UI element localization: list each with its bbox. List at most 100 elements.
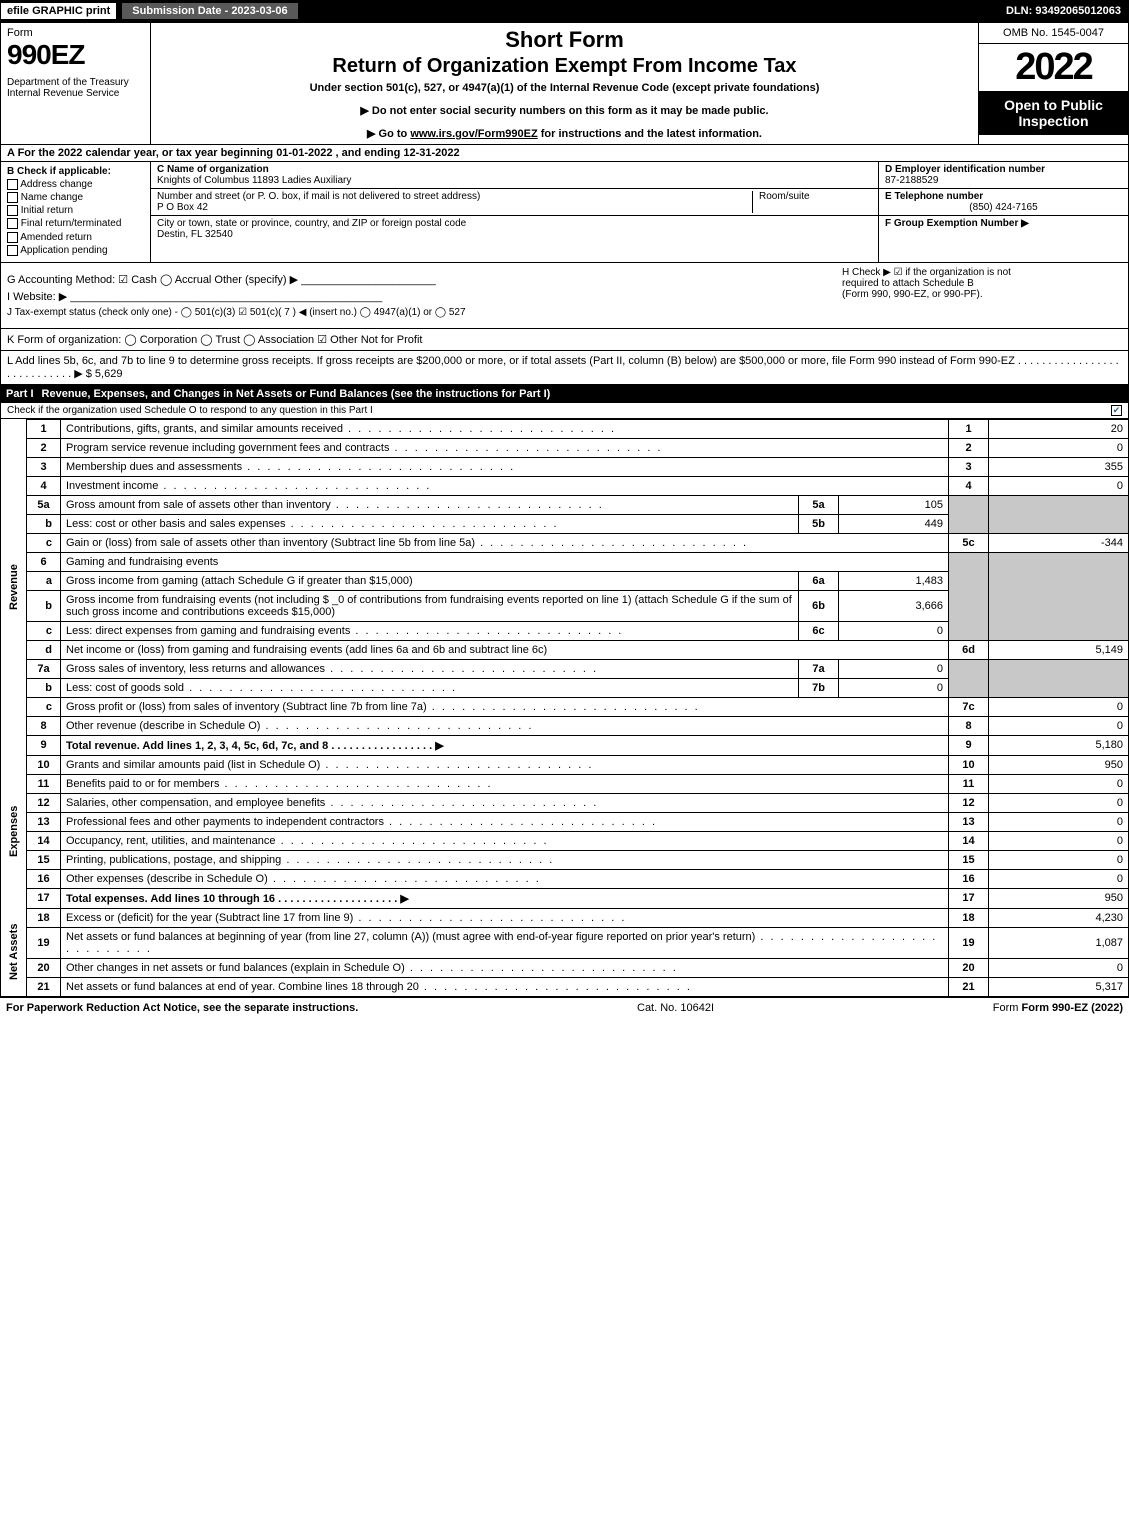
line-j: J Tax-exempt status (check only one) - ◯…: [7, 307, 1122, 318]
l21-num: 21: [27, 977, 61, 996]
cell-address: Number and street (or P. O. box, if mail…: [151, 189, 878, 216]
chk-application-pending[interactable]: Application pending: [7, 245, 144, 256]
row-7c: c Gross profit or (loss) from sales of i…: [1, 697, 1129, 716]
l6a-num: a: [27, 571, 61, 590]
l10-val: 950: [989, 755, 1129, 774]
h-line3: (Form 990, 990-EZ, or 990-PF).: [842, 289, 1122, 300]
footer-left: For Paperwork Reduction Act Notice, see …: [6, 1002, 358, 1014]
col-b-label: B Check if applicable:: [7, 166, 144, 177]
row-15: 15 Printing, publications, postage, and …: [1, 850, 1129, 869]
row-14: 14 Occupancy, rent, utilities, and maint…: [1, 831, 1129, 850]
l17-val: 950: [989, 888, 1129, 908]
footer-mid: Cat. No. 10642I: [637, 1002, 714, 1014]
chk-initial-return[interactable]: Initial return: [7, 205, 144, 216]
row-12: 12 Salaries, other compensation, and emp…: [1, 793, 1129, 812]
city-label: City or town, state or province, country…: [157, 218, 466, 229]
section-l: L Add lines 5b, 6c, and 7b to line 9 to …: [0, 351, 1129, 385]
l7c-num: c: [27, 697, 61, 716]
l16-val: 0: [989, 869, 1129, 888]
inspection-label: Open to Public Inspection: [979, 91, 1128, 135]
row-18: Net Assets 18 Excess or (deficit) for th…: [1, 908, 1129, 927]
l9-desc: Total revenue. Add lines 1, 2, 3, 4, 5c,…: [61, 735, 949, 755]
row-21: 21 Net assets or fund balances at end of…: [1, 977, 1129, 996]
cell-city: City or town, state or province, country…: [151, 216, 878, 242]
l6a-ml: 6a: [799, 571, 839, 590]
chk-address-change-label: Address change: [20, 179, 92, 190]
l4-val: 0: [989, 476, 1129, 495]
l12-rlbl: 12: [949, 793, 989, 812]
lines-table: Revenue 1 Contributions, gifts, grants, …: [0, 419, 1129, 997]
l5c-val: -344: [989, 533, 1129, 552]
l2-num: 2: [27, 438, 61, 457]
cell-phone: E Telephone number (850) 424-7165: [879, 189, 1128, 216]
row-6d: d Net income or (loss) from gaming and f…: [1, 640, 1129, 659]
l7b-ml: 7b: [799, 678, 839, 697]
l15-rlbl: 15: [949, 850, 989, 869]
l20-val: 0: [989, 958, 1129, 977]
chk-final-return[interactable]: Final return/terminated: [7, 218, 144, 229]
l7c-val: 0: [989, 697, 1129, 716]
part1-sub-check[interactable]: [1111, 405, 1122, 416]
section-bcdef: B Check if applicable: Address change Na…: [0, 162, 1129, 263]
l2-val: 0: [989, 438, 1129, 457]
l6-rlbl: [949, 552, 989, 640]
page-footer: For Paperwork Reduction Act Notice, see …: [0, 997, 1129, 1018]
l7ab-rlbl: [949, 659, 989, 697]
l5c-num: c: [27, 533, 61, 552]
l6d-desc: Net income or (loss) from gaming and fun…: [61, 640, 949, 659]
l7b-mv: 0: [839, 678, 949, 697]
l12-num: 12: [27, 793, 61, 812]
l6-rval: [989, 552, 1129, 640]
l7b-num: b: [27, 678, 61, 697]
l12-val: 0: [989, 793, 1129, 812]
l20-rlbl: 20: [949, 958, 989, 977]
l6b-desc: Gross income from fundraising events (no…: [61, 590, 799, 621]
row-13: 13 Professional fees and other payments …: [1, 812, 1129, 831]
l6b-mv: 3,666: [839, 590, 949, 621]
row-5a: 5a Gross amount from sale of assets othe…: [1, 495, 1129, 514]
header-left: Form 990EZ Department of the Treasury In…: [1, 23, 151, 144]
header-center: Short Form Return of Organization Exempt…: [151, 23, 978, 144]
l11-num: 11: [27, 774, 61, 793]
form-word: Form: [7, 27, 144, 39]
l8-desc: Other revenue (describe in Schedule O): [61, 716, 949, 735]
irs-link[interactable]: www.irs.gov/Form990EZ: [410, 128, 537, 140]
ein-label: D Employer identification number: [885, 164, 1045, 175]
row-20: 20 Other changes in net assets or fund b…: [1, 958, 1129, 977]
l5ab-rval: [989, 495, 1129, 533]
row-5c: c Gain or (loss) from sale of assets oth…: [1, 533, 1129, 552]
top-bar: efile GRAPHIC print Submission Date - 20…: [0, 0, 1129, 22]
l17-desc: Total expenses. Add lines 10 through 16 …: [61, 888, 949, 908]
footer-right: Form Form 990-EZ (2022): [993, 1002, 1123, 1014]
row-17: 17 Total expenses. Add lines 10 through …: [1, 888, 1129, 908]
bullet-1: ▶ Do not enter social security numbers o…: [157, 104, 972, 117]
submission-date: Submission Date - 2023-03-06: [121, 2, 298, 20]
l13-desc: Professional fees and other payments to …: [61, 812, 949, 831]
l15-num: 15: [27, 850, 61, 869]
row-9: 9 Total revenue. Add lines 1, 2, 3, 4, 5…: [1, 735, 1129, 755]
l8-val: 0: [989, 716, 1129, 735]
chk-address-change[interactable]: Address change: [7, 179, 144, 190]
phone-label: E Telephone number: [885, 191, 983, 202]
l19-val: 1,087: [989, 927, 1129, 958]
l6a-desc: Gross income from gaming (attach Schedul…: [61, 571, 799, 590]
l5a-mv: 105: [839, 495, 949, 514]
l7a-desc: Gross sales of inventory, less returns a…: [61, 659, 799, 678]
chk-name-change-label: Name change: [21, 192, 83, 203]
l20-desc: Other changes in net assets or fund bala…: [61, 958, 949, 977]
l21-val: 5,317: [989, 977, 1129, 996]
chk-application-pending-label: Application pending: [20, 245, 107, 256]
l4-num: 4: [27, 476, 61, 495]
chk-amended-return[interactable]: Amended return: [7, 232, 144, 243]
l6b-ml: 6b: [799, 590, 839, 621]
l1-desc: Contributions, gifts, grants, and simila…: [61, 419, 949, 438]
l6c-num: c: [27, 621, 61, 640]
l11-val: 0: [989, 774, 1129, 793]
l5b-ml: 5b: [799, 514, 839, 533]
chk-name-change[interactable]: Name change: [7, 192, 144, 203]
side-revenue: Revenue: [1, 419, 27, 755]
l8-num: 8: [27, 716, 61, 735]
l13-rlbl: 13: [949, 812, 989, 831]
col-b: B Check if applicable: Address change Na…: [1, 162, 151, 262]
org-name-label: C Name of organization: [157, 164, 269, 175]
